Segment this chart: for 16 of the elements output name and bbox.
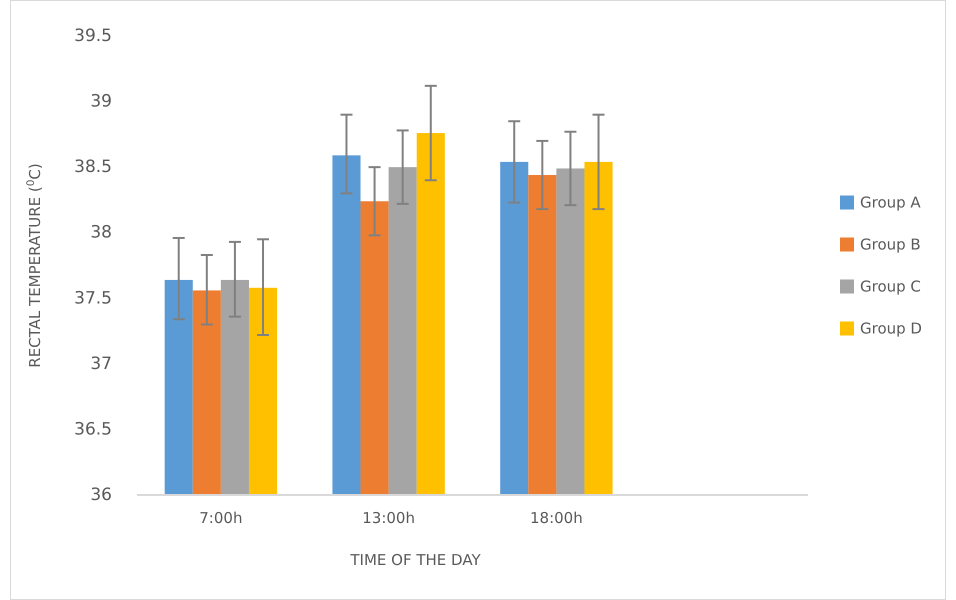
legend-label: Group D [860, 320, 922, 338]
x-axis-title: TIME OF THE DAY [349, 551, 482, 569]
x-tick-label: 13:00h [362, 509, 415, 527]
legend-label: Group A [860, 194, 922, 212]
legend-label: Group B [860, 236, 921, 254]
y-tick-label: 39.5 [74, 26, 112, 46]
y-tick-label: 37 [90, 354, 112, 374]
y-tick-label: 38 [90, 222, 112, 243]
y-tick-label: 38.5 [74, 157, 112, 178]
y-tick-label: 39 [90, 92, 112, 112]
x-tick-label: 7:00h [199, 509, 242, 527]
y-tick-label: 37.5 [74, 288, 112, 308]
y-tick-label: 36 [90, 485, 112, 505]
y-tick-label: 36.5 [74, 419, 112, 440]
x-tick-label: 18:00h [530, 509, 583, 527]
legend-label: Group C [860, 278, 921, 296]
